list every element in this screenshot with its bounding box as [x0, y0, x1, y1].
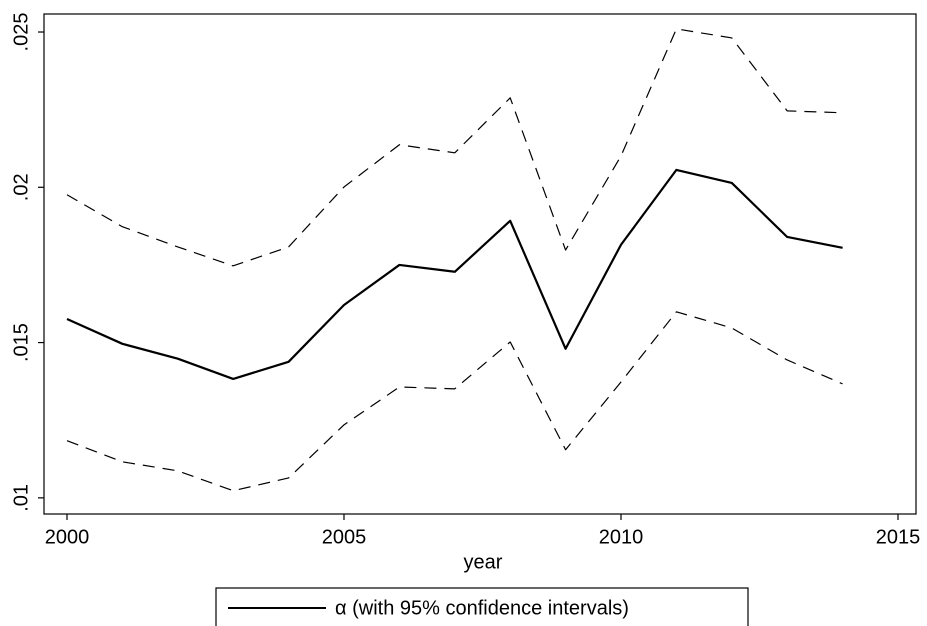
- x-tick-label: 2010: [599, 526, 644, 548]
- y-tick-label: .01: [10, 484, 32, 512]
- x-axis-title: year: [464, 551, 503, 573]
- ci-upper-line: [66, 28, 843, 267]
- x-tick-label: 2000: [45, 526, 90, 548]
- legend-label: α (with 95% confidence intervals): [335, 597, 629, 619]
- y-tick-label: .02: [10, 173, 32, 201]
- y-tick-label: .025: [10, 13, 32, 52]
- y-tick-label: .015: [10, 323, 32, 362]
- x-tick-label: 2015: [876, 526, 921, 548]
- line: [66, 168, 843, 381]
- x-tick-label: 2005: [322, 526, 367, 548]
- plot-frame: [43, 13, 917, 515]
- ci-lower-line: [66, 311, 843, 492]
